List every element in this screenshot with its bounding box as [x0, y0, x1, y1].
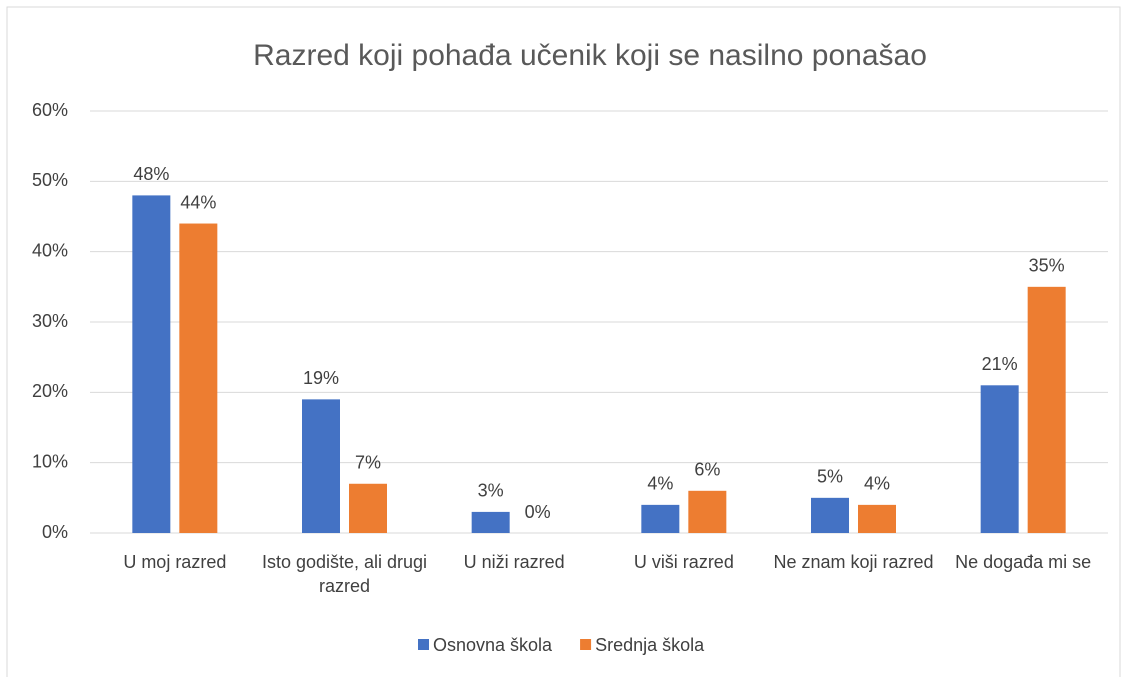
legend-swatch	[580, 639, 592, 650]
y-tick-label: 60%	[32, 100, 68, 120]
data-label: 21%	[982, 354, 1018, 374]
data-label: 4%	[864, 474, 890, 494]
y-tick-label: 20%	[32, 381, 68, 401]
x-tick-label: Ne događa mi se	[955, 552, 1092, 572]
bar	[471, 511, 510, 533]
data-label: 0%	[525, 502, 551, 522]
data-label: 35%	[1029, 256, 1065, 276]
y-tick-label: 0%	[42, 522, 68, 542]
bar	[179, 223, 218, 534]
y-tick-label: 30%	[32, 311, 68, 331]
x-tick-label: U viši razred	[633, 552, 734, 572]
chart-border	[6, 6, 1121, 677]
data-label: 3%	[478, 481, 504, 501]
data-label: 19%	[303, 368, 339, 388]
data-label: 48%	[133, 164, 169, 184]
x-tick-label: U niži razred	[463, 552, 565, 572]
legend-label: Osnovna škola	[433, 635, 553, 655]
data-label: 44%	[180, 192, 216, 212]
x-tick-label: U moj razred	[123, 552, 227, 572]
bar	[641, 504, 680, 533]
data-label: 4%	[647, 474, 673, 494]
bar	[1027, 286, 1066, 533]
bar	[688, 490, 727, 533]
legend-label: Srednja škola	[595, 635, 705, 655]
data-label: 5%	[817, 467, 843, 487]
y-tick-label: 50%	[32, 170, 68, 190]
x-tick-label: Ne znam koji razred	[773, 552, 934, 572]
y-tick-label: 40%	[32, 240, 68, 260]
legend-swatch	[418, 639, 429, 650]
data-label: 7%	[355, 453, 381, 473]
x-tick-label: Isto godište, ali drugi razred	[261, 552, 428, 596]
bar	[349, 483, 387, 533]
chart-title: Razred koji pohađa učenik koji se nasiln…	[253, 39, 927, 72]
bar	[132, 195, 171, 533]
data-label: 6%	[694, 460, 720, 480]
bar	[858, 504, 896, 533]
bar	[302, 399, 340, 533]
bar	[980, 385, 1019, 533]
y-tick-label: 10%	[32, 451, 68, 471]
bar	[811, 497, 849, 533]
